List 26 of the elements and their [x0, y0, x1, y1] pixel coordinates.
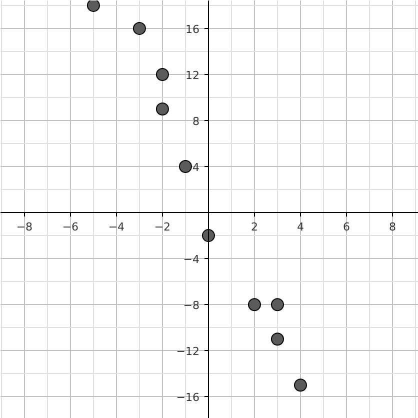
x-tick-label: −6 — [62, 220, 79, 234]
y-tick-label: −4 — [183, 253, 200, 266]
point — [132, 22, 146, 35]
point — [156, 102, 169, 116]
y-tick-label: 4 — [192, 161, 200, 174]
y-tick-label: 16 — [185, 22, 200, 36]
x-tick-label: 4 — [296, 220, 304, 234]
x-tick-label: 2 — [250, 220, 258, 234]
point — [248, 298, 261, 312]
x-tick-label: −4 — [108, 220, 125, 234]
point — [294, 378, 307, 392]
y-tick-label: −16 — [176, 391, 200, 404]
y-tick-label: 8 — [192, 115, 200, 128]
x-tick-label: 8 — [389, 220, 396, 234]
y-tick-label: −12 — [176, 345, 200, 358]
point — [156, 68, 169, 81]
x-tick-label: −2 — [154, 220, 171, 234]
point — [270, 332, 284, 346]
point — [86, 0, 100, 12]
x-tick-label: −8 — [16, 220, 33, 234]
point — [178, 160, 192, 174]
point — [202, 229, 215, 242]
y-tick-label: −8 — [183, 299, 200, 312]
y-tick-label: 12 — [185, 68, 200, 82]
point — [270, 298, 284, 312]
x-tick-label: 6 — [342, 220, 350, 234]
